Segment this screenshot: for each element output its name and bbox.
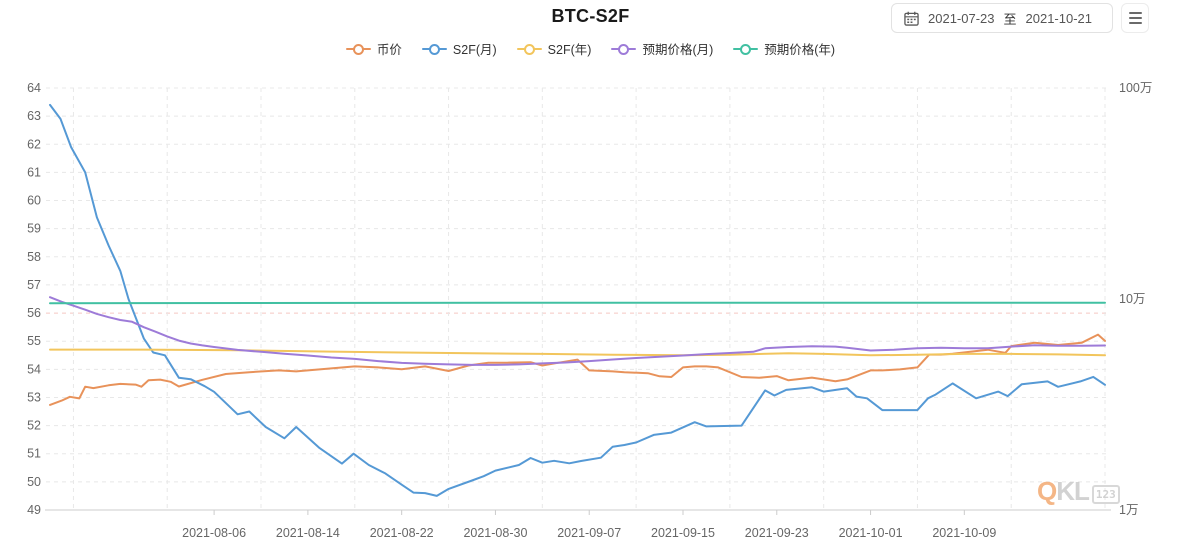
- legend-label: S2F(月): [452, 43, 497, 57]
- svg-text:49: 49: [27, 503, 41, 517]
- svg-text:2021-09-07: 2021-09-07: [557, 526, 621, 540]
- svg-text:64: 64: [27, 81, 41, 95]
- svg-text:52: 52: [27, 419, 41, 433]
- svg-text:100万: 100万: [1119, 81, 1152, 95]
- svg-text:2021-08-30: 2021-08-30: [463, 526, 527, 540]
- calendar-icon: [904, 11, 919, 26]
- legend-line-marker-icon: [421, 43, 447, 55]
- legend-line-marker-icon: [733, 43, 759, 55]
- hamburger-icon: [1128, 17, 1142, 19]
- watermark-kl: KL: [1056, 476, 1090, 506]
- series-line-2: [49, 348, 1106, 357]
- svg-text:57: 57: [27, 278, 41, 292]
- x-axis-labels: 2021-08-06 2021-08-14 2021-08-22 2021-08-30…: [182, 526, 996, 540]
- chart-legend: 币价 S2F(月) S2F(年) 预期价格(月) 预期价格(年): [0, 39, 1181, 58]
- svg-text:62: 62: [27, 137, 41, 151]
- svg-text:53: 53: [27, 390, 41, 404]
- hamburger-icon: [1128, 22, 1142, 24]
- date-range-separator: 至: [1003, 11, 1017, 27]
- svg-text:51: 51: [27, 447, 41, 461]
- svg-text:2021-08-22: 2021-08-22: [370, 526, 434, 540]
- date-end-value[interactable]: 2021-10-21: [1025, 10, 1093, 26]
- svg-text:54: 54: [27, 362, 41, 376]
- qkl123-watermark: QKL 123: [1037, 476, 1120, 507]
- svg-text:50: 50: [27, 475, 41, 489]
- hamburger-icon: [1128, 12, 1142, 14]
- series-line-3: [49, 296, 1106, 366]
- legend-label: S2F(年): [547, 43, 592, 57]
- date-range-picker[interactable]: 2021-07-23 至 2021-10-21: [891, 3, 1113, 33]
- menu-button[interactable]: [1121, 3, 1149, 33]
- legend-item-4[interactable]: 预期价格(年): [733, 39, 835, 58]
- horizontal-gridlines: [46, 87, 1110, 483]
- legend-line-marker-icon: [516, 43, 542, 55]
- legend-item-3[interactable]: 预期价格(月): [611, 39, 713, 58]
- legend-item-1[interactable]: S2F(月): [421, 39, 497, 58]
- svg-text:2021-08-14: 2021-08-14: [276, 526, 340, 540]
- watermark-q: Q: [1037, 476, 1057, 506]
- legend-label: 币价: [376, 43, 402, 57]
- svg-text:2021-08-06: 2021-08-06: [182, 526, 246, 540]
- svg-text:1万: 1万: [1119, 503, 1138, 517]
- svg-text:56: 56: [27, 306, 41, 320]
- svg-text:60: 60: [27, 194, 41, 208]
- legend-label: 预期价格(年): [764, 43, 836, 57]
- legend-item-2[interactable]: S2F(年): [516, 39, 592, 58]
- legend-item-0[interactable]: 币价: [345, 39, 402, 58]
- series-line-4: [49, 301, 1106, 305]
- watermark-123-badge: 123: [1091, 485, 1120, 504]
- y-axis-right-labels: 100万 10万 1万: [1119, 81, 1152, 517]
- legend-line-marker-icon: [611, 43, 637, 55]
- y-axis-left-labels: 49 50 51 52 53 54 55 56 57 58 59 60 61 62 63 64: [27, 81, 41, 517]
- svg-text:61: 61: [27, 165, 41, 179]
- svg-text:2021-09-23: 2021-09-23: [745, 526, 809, 540]
- svg-text:2021-10-09: 2021-10-09: [932, 526, 996, 540]
- svg-text:2021-09-15: 2021-09-15: [651, 526, 715, 540]
- series-line-1: [49, 103, 1106, 497]
- svg-text:2021-10-01: 2021-10-01: [839, 526, 903, 540]
- legend-line-marker-icon: [345, 43, 371, 55]
- series-lines: [49, 103, 1106, 497]
- vertical-gridlines: [72, 88, 1106, 510]
- x-axis: [45, 509, 1111, 515]
- svg-text:58: 58: [27, 250, 41, 264]
- svg-text:55: 55: [27, 334, 41, 348]
- svg-text:63: 63: [27, 109, 41, 123]
- svg-text:59: 59: [27, 222, 41, 236]
- date-start-value[interactable]: 2021-07-23: [928, 10, 995, 26]
- page-title: BTC-S2F: [551, 6, 630, 26]
- legend-label: 预期价格(月): [642, 43, 714, 57]
- svg-text:10万: 10万: [1119, 292, 1145, 306]
